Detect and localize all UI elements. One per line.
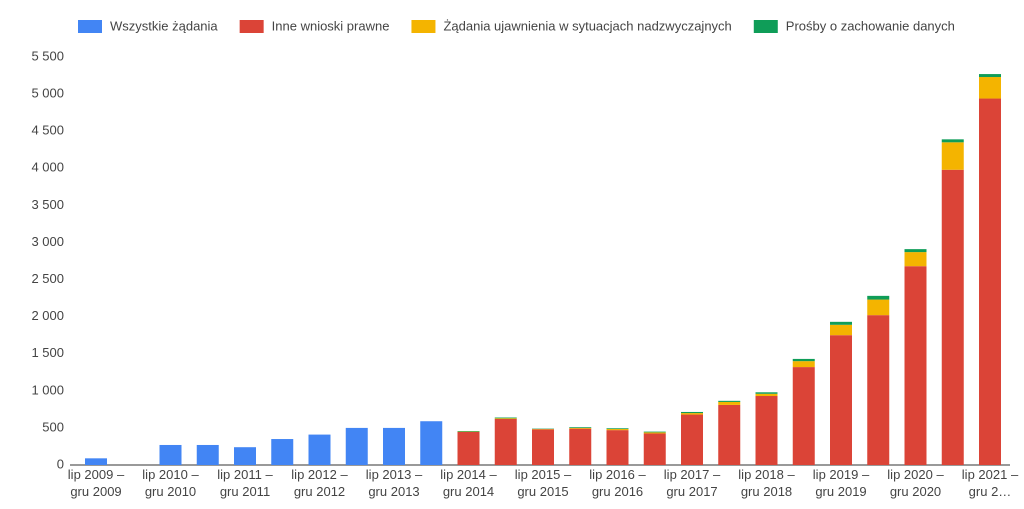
- bar-segment: [383, 427, 405, 465]
- bar-segment: [830, 335, 852, 465]
- bar-segment: [830, 321, 852, 325]
- legend-swatch: [411, 20, 436, 33]
- x-tick-label: lip 2019 – gru 2019: [812, 467, 870, 499]
- x-tick-label: lip 2018 – gru 2018: [738, 467, 795, 499]
- x-tick-label: lip 2016 – gru 2016: [589, 467, 646, 499]
- bar-segment: [569, 428, 592, 465]
- x-tick-label: lip 2013 – gru 2013: [365, 467, 423, 499]
- bar-segment: [643, 431, 666, 433]
- bar-segment: [681, 413, 703, 415]
- bar-segment: [979, 98, 1001, 466]
- y-tick-label: 0: [57, 456, 64, 471]
- bar-segment: [979, 77, 1001, 99]
- x-tick-label: lip 2012 – gru 2012: [291, 467, 348, 499]
- bar-segment: [606, 430, 629, 465]
- y-tick-label: 2 500: [31, 271, 64, 286]
- y-tick-label: 1 500: [31, 345, 64, 360]
- y-tick-label: 3 000: [31, 234, 64, 249]
- bar-segment: [904, 266, 927, 465]
- bar-segment: [792, 361, 815, 368]
- bar-segment: [345, 427, 368, 465]
- bar-segment: [792, 358, 815, 362]
- legend-swatch: [78, 20, 102, 33]
- x-tick-label: lip 2017 – gru 2017: [663, 467, 721, 499]
- bar-segment: [569, 427, 592, 428]
- bar-segment: [234, 447, 256, 465]
- y-tick-label: 5 500: [31, 48, 64, 63]
- bar-segment: [271, 439, 294, 465]
- bar-segment: [494, 417, 517, 419]
- legend-label: Inne wnioski prawne: [272, 18, 390, 33]
- bar-segment: [159, 444, 182, 465]
- bar-segment: [606, 428, 629, 430]
- bar-segment: [904, 249, 927, 253]
- bar-segment: [532, 429, 554, 465]
- legend-swatch: [753, 20, 778, 33]
- bar-segment: [308, 434, 331, 465]
- legend-swatch: [239, 20, 264, 33]
- x-tick-label: lip 2010 – gru 2010: [142, 467, 199, 499]
- bar-segment: [643, 432, 666, 434]
- bar-segment: [941, 169, 964, 466]
- bar-segment: [85, 458, 107, 465]
- bar-segment: [755, 393, 778, 397]
- bar-segment: [867, 299, 890, 316]
- bar-segment: [904, 252, 927, 267]
- bar-segment: [979, 74, 1001, 78]
- x-tick-label: lip 2014 – gru 2014: [440, 467, 497, 499]
- bar-segment: [755, 396, 778, 465]
- bar-segment: [681, 414, 703, 465]
- bar-segment: [941, 139, 964, 143]
- y-tick-label: 5 000: [31, 86, 64, 101]
- bar-segment: [681, 411, 703, 414]
- legend-label: Prośby o zachowanie danych: [786, 18, 955, 33]
- y-tick-label: 4 000: [31, 160, 64, 175]
- bar-segment: [420, 421, 443, 465]
- x-tick-label: lip 2015 – gru 2015: [514, 467, 572, 499]
- x-tick-label: lip 2020 – gru 2020: [887, 467, 944, 499]
- y-tick-label: 1 000: [31, 382, 64, 397]
- bar-segment: [643, 433, 666, 465]
- bar-segment: [569, 427, 592, 429]
- bar-segment: [792, 367, 815, 465]
- y-tick-label: 2 000: [31, 308, 64, 323]
- bar-segment: [494, 418, 517, 420]
- y-tick-label: 4 500: [31, 123, 64, 138]
- x-tick-label: lip 2021 – gru 2…: [961, 467, 1019, 499]
- bar-segment: [457, 431, 480, 465]
- y-tick-label: 3 500: [31, 197, 64, 212]
- bar-segment: [718, 404, 741, 465]
- bar-segment: [830, 324, 852, 336]
- bar-segment: [867, 315, 890, 465]
- bar-segment: [718, 401, 741, 405]
- bar-segment: [606, 429, 629, 431]
- bar-segment: [867, 295, 890, 300]
- y-tick-label: 500: [42, 419, 64, 434]
- bar-segment: [196, 444, 219, 465]
- bar-segment: [457, 431, 480, 432]
- x-tick-label: lip 2011 – gru 2011: [217, 467, 273, 499]
- bar-segment: [941, 142, 964, 170]
- bar-segment: [494, 419, 517, 465]
- legend-label: Wszystkie żądania: [110, 18, 218, 33]
- bar-segment: [718, 400, 741, 402]
- x-tick-label: lip 2009 – gru 2009: [67, 467, 125, 499]
- bar-segment: [755, 392, 778, 394]
- legend-label: Żądania ujawnienia w sytuacjach nadzwycz…: [443, 18, 731, 33]
